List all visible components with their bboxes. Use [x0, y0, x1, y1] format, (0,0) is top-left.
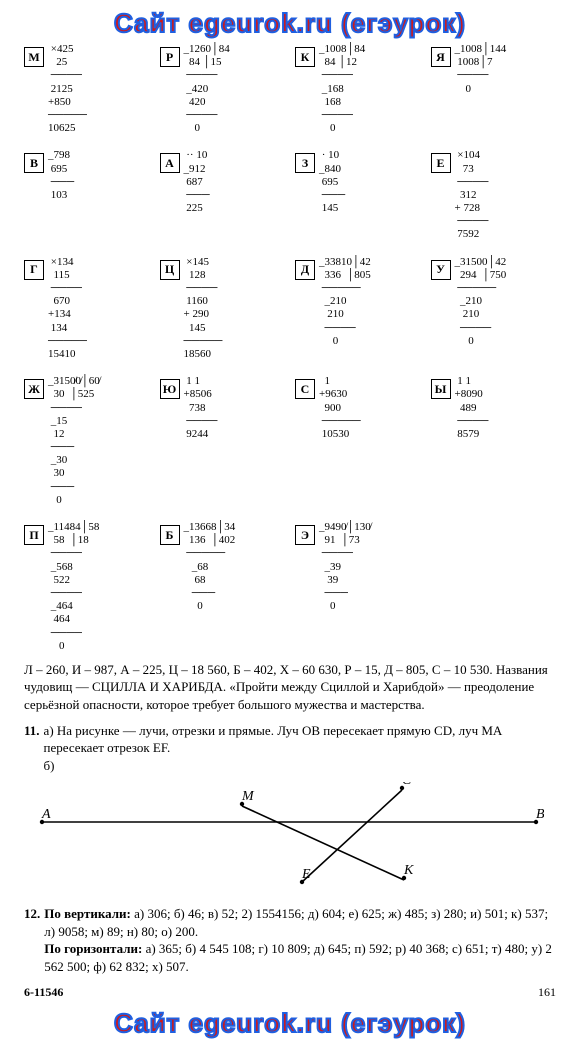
problem-cell: К_1008│84 84 │12 ──── _168 168 ──── 0: [295, 43, 421, 135]
problem-work: _31500│42 294 │750 ───── _210 210 ──── 0: [455, 256, 507, 348]
problem-work: _3150̸0̸│60̸ 30 │525 ──── _15 12 ─── _30…: [48, 375, 100, 507]
problem-work: _1008│84 84 │12 ──── _168 168 ──── 0: [319, 43, 365, 135]
problem-cell: Ж_3150̸0̸│60̸ 30 │525 ──── _15 12 ─── _3…: [24, 375, 150, 507]
task-12-vertical-label: По вертикали:: [44, 906, 131, 921]
problem-cell: [431, 521, 557, 653]
problem-letter-box: Б: [160, 525, 180, 545]
answer-block: Л – 260, И – 987, А – 225, Ц – 18 560, Б…: [24, 661, 556, 714]
problem-work: _13668│34 136 │402 ───── _68 68 ─── 0: [184, 521, 236, 613]
problem-letter-box: Ю: [160, 379, 180, 399]
svg-text:A: A: [41, 807, 51, 822]
problem-work: _798 695 ─── 103: [48, 149, 74, 202]
problem-cell: Г ×134 115 ──── 670 +134 134 ───── 15410: [24, 256, 150, 362]
problem-cell: Э_9490̸│130̸ 91 │73 ──── _39 39 ─── 0: [295, 521, 421, 653]
problem-work: _11484│58 58 │18 ──── _568 522 ──── _464…: [48, 521, 99, 653]
problem-work: 1 1 +8090 489 ──── 8579: [455, 375, 489, 441]
problem-letter-box: М: [24, 47, 44, 67]
problem-cell: С 1 +9630 900 ───── 10530: [295, 375, 421, 507]
problem-work: 1 1 +8506 738 ──── 9244: [184, 375, 218, 441]
problem-cell: Б_13668│34 136 │402 ───── _68 68 ─── 0: [160, 521, 286, 653]
problem-letter-box: В: [24, 153, 44, 173]
problem-work: _9490̸│130̸ 91 │73 ──── _39 39 ─── 0: [319, 521, 371, 613]
problem-cell: А ·· 10 _912 687 ─── 225: [160, 149, 286, 241]
problem-work: _1008│144 1008│7 ──── 0: [455, 43, 507, 96]
problem-letter-box: Я: [431, 47, 451, 67]
svg-text:B: B: [536, 807, 544, 822]
task-12-horizontal-label: По горизонтали:: [44, 941, 142, 956]
problem-work: _33810│42 336 │805 ───── _210 210 ──── 0: [319, 256, 371, 348]
problem-letter-box: Ц: [160, 260, 180, 280]
problems-grid: М ×425 25 ──── 2125 +850 ───── 10625Р_12…: [24, 43, 556, 653]
problem-cell: Ц ×145 128 ──── 1160 + 290 145 ───── 185…: [160, 256, 286, 362]
problem-work: ×134 115 ──── 670 +134 134 ───── 15410: [48, 256, 87, 362]
problem-work: 1 +9630 900 ───── 10530: [319, 375, 361, 441]
footer-left: 6-11546: [24, 985, 63, 1000]
problem-letter-box: Е: [431, 153, 451, 173]
problem-letter-box: К: [295, 47, 315, 67]
task-11-number: 11.: [24, 722, 40, 775]
problem-letter-box: А: [160, 153, 180, 173]
task-12: 12. По вертикали: а) 306; б) 46; в) 52; …: [24, 905, 556, 975]
problem-work: ·· 10 _912 687 ─── 225: [184, 149, 210, 215]
problem-letter-box: Ы: [431, 379, 451, 399]
problem-work: _1260│84 84 │15 ──── _420 420 ──── 0: [184, 43, 230, 135]
task-11: 11. а) На рисунке — лучи, отрезки и прям…: [24, 722, 556, 775]
problem-letter-box: Г: [24, 260, 44, 280]
svg-text:E: E: [301, 867, 311, 882]
problem-cell: Ы 1 1 +8090 489 ──── 8579: [431, 375, 557, 507]
task-12-number: 12.: [24, 905, 40, 975]
problem-cell: М ×425 25 ──── 2125 +850 ───── 10625: [24, 43, 150, 135]
watermark-top: Сайт egeurok.ru (егэурок): [24, 8, 556, 39]
problem-work: ×425 25 ──── 2125 +850 ───── 10625: [48, 43, 87, 135]
problem-letter-box: Э: [295, 525, 315, 545]
svg-text:M: M: [241, 789, 255, 804]
task-11-text-b: б): [44, 758, 55, 773]
problem-letter-box: С: [295, 379, 315, 399]
problem-cell: Е ×104 73 ──── 312 + 728 ──── 7592: [431, 149, 557, 241]
problem-work: · 10 _840 695 ─── 145: [319, 149, 345, 215]
problem-work: ×104 73 ──── 312 + 728 ──── 7592: [455, 149, 489, 241]
problem-cell: Я_1008│144 1008│7 ──── 0: [431, 43, 557, 135]
geometry-diagram: ABMCEK: [24, 782, 556, 897]
problem-letter-box: У: [431, 260, 451, 280]
footer-page-number: 161: [538, 985, 556, 1000]
problem-letter-box: Д: [295, 260, 315, 280]
problem-cell: Ю 1 1 +8506 738 ──── 9244: [160, 375, 286, 507]
page-footer: 6-11546 161: [24, 985, 556, 1000]
problem-letter-box: З: [295, 153, 315, 173]
problem-letter-box: Ж: [24, 379, 44, 399]
problem-cell: Р_1260│84 84 │15 ──── _420 420 ──── 0: [160, 43, 286, 135]
problem-letter-box: Р: [160, 47, 180, 67]
problem-cell: В_798 695 ─── 103: [24, 149, 150, 241]
problem-letter-box: П: [24, 525, 44, 545]
task-11-text-a: а) На рисунке — лучи, отрезки и прямые. …: [44, 723, 502, 756]
svg-text:K: K: [403, 863, 414, 878]
problem-work: ×145 128 ──── 1160 + 290 145 ───── 18560: [184, 256, 223, 362]
watermark-bottom: Сайт egeurok.ru (егэурок): [24, 1008, 556, 1039]
problem-cell: З · 10 _840 695 ─── 145: [295, 149, 421, 241]
problem-cell: У_31500│42 294 │750 ───── _210 210 ──── …: [431, 256, 557, 362]
problem-cell: П_11484│58 58 │18 ──── _568 522 ──── _46…: [24, 521, 150, 653]
problem-cell: Д_33810│42 336 │805 ───── _210 210 ──── …: [295, 256, 421, 362]
